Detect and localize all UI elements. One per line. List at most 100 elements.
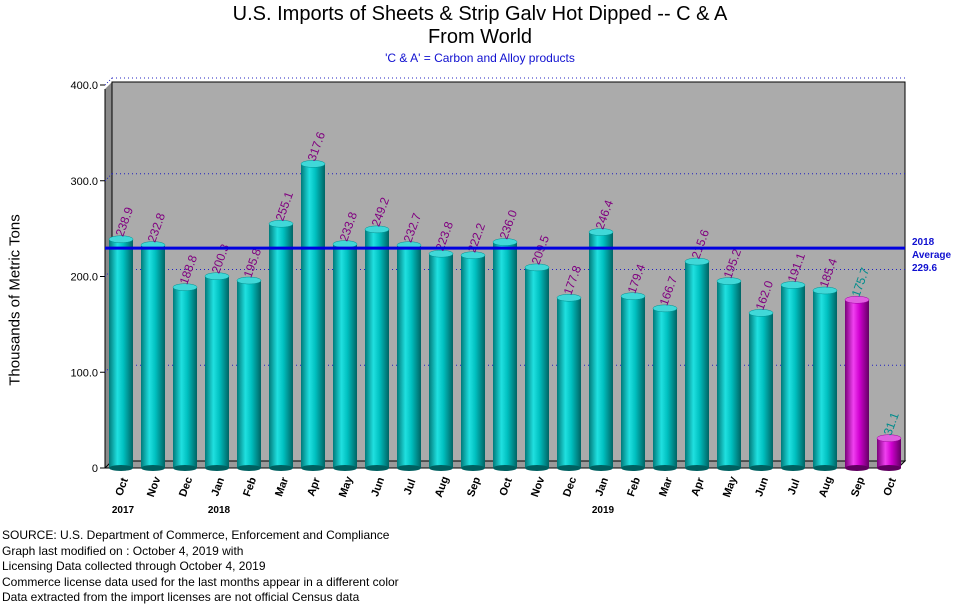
- x-tick-label: Jun: [753, 475, 771, 498]
- bar-body: [461, 255, 485, 468]
- bar-top: [684, 257, 710, 266]
- x-tick-label: Oct: [881, 476, 899, 498]
- bar-base: [269, 465, 293, 471]
- bar-body: [685, 261, 709, 468]
- bar-base: [301, 465, 325, 471]
- bar-base: [365, 465, 389, 471]
- x-tick-label: Sep: [849, 475, 867, 498]
- bar-top: [556, 294, 582, 302]
- bar-base: [589, 465, 613, 471]
- bar-body: [141, 245, 165, 468]
- footer-licensing-date: Licensing Data collected through October…: [2, 559, 266, 573]
- bar-top: [460, 251, 486, 259]
- bar-base: [237, 465, 261, 471]
- bar-top: [236, 276, 262, 285]
- bar-base: [653, 465, 677, 471]
- bar-top: [428, 249, 454, 258]
- x-tick-label: Jul: [786, 477, 803, 496]
- x-tick-label: Mar: [273, 475, 291, 498]
- x-year-label: 2019: [592, 505, 615, 516]
- x-tick-label: Jun: [369, 475, 387, 498]
- bar-body: [749, 312, 773, 468]
- bar: [812, 286, 838, 471]
- bar-body: [205, 276, 229, 468]
- bar-base: [141, 465, 165, 471]
- bar: [236, 276, 262, 471]
- x-tick-label: Nov: [529, 474, 548, 498]
- bar-top: [300, 160, 326, 168]
- bar-body: [269, 223, 293, 468]
- x-tick-label: Nov: [145, 474, 164, 498]
- bar-body: [621, 296, 645, 468]
- bar-body: [589, 232, 613, 468]
- bar-body: [781, 285, 805, 468]
- bar-base: [461, 465, 485, 471]
- bar-body: [397, 245, 421, 468]
- bar-base: [525, 465, 549, 471]
- bar: [396, 241, 422, 471]
- bar-body: [717, 281, 741, 468]
- bar-base: [173, 465, 197, 471]
- footer-disclaimer: Data extracted from the import licenses …: [2, 590, 360, 604]
- bar-top: [588, 228, 614, 236]
- x-tick-label: Aug: [433, 475, 452, 499]
- source-footer: SOURCE: U.S. Department of Commerce, Enf…: [2, 528, 399, 606]
- y-tick-label: 400.0: [70, 80, 98, 92]
- bar: [844, 296, 870, 471]
- average-value: 229.6: [912, 263, 938, 274]
- x-tick-label: Sep: [465, 475, 483, 498]
- bar: [172, 283, 198, 471]
- bar: [524, 263, 550, 471]
- bar-top: [204, 272, 230, 280]
- x-tick-label: Jul: [402, 477, 419, 496]
- x-year-label: 2018: [208, 505, 231, 516]
- x-tick-label: May: [721, 474, 740, 499]
- x-tick-label: Oct: [497, 476, 515, 498]
- bar-base: [845, 465, 869, 471]
- bar-body: [525, 267, 549, 468]
- bar-body: [429, 253, 453, 468]
- bar-base: [493, 465, 517, 471]
- bar: [364, 225, 390, 471]
- bar-top: [844, 296, 870, 304]
- bar-top: [524, 263, 550, 272]
- bar-base: [621, 465, 645, 471]
- y-tick-label: 200.0: [70, 272, 98, 284]
- bar: [300, 160, 326, 471]
- chart-title: U.S. Imports of Sheets & Strip Galv Hot …: [232, 3, 728, 25]
- bar-base: [781, 465, 805, 471]
- bar-base: [397, 465, 421, 471]
- x-tick-label: Apr: [689, 475, 707, 498]
- average-year: 2018: [912, 237, 935, 248]
- bar-body: [877, 438, 901, 468]
- bar: [556, 294, 582, 471]
- bar-body: [301, 163, 325, 468]
- bar-body: [365, 229, 389, 468]
- bar-body: [237, 280, 261, 468]
- bar: [108, 235, 134, 471]
- y-tick-label: 0: [92, 463, 98, 475]
- y-tick-label: 300.0: [70, 176, 98, 188]
- bar: [684, 257, 710, 471]
- x-tick-label: Dec: [177, 475, 195, 498]
- footer-modified: Graph last modified on : October 4, 2019…: [2, 543, 244, 558]
- bar-body: [653, 308, 677, 468]
- bar: [428, 249, 454, 471]
- bar-base: [749, 465, 773, 471]
- x-tick-label: Jan: [209, 476, 227, 498]
- bar: [492, 238, 518, 471]
- footer-color-note: Commerce license data used for the last …: [2, 574, 399, 589]
- bar: [140, 241, 166, 471]
- x-year-label: 2017: [112, 505, 135, 516]
- bar: [332, 240, 358, 471]
- bar: [876, 434, 902, 471]
- bar-body: [173, 287, 197, 468]
- bar-top: [876, 434, 902, 442]
- bar-base: [333, 465, 357, 471]
- bar-base: [813, 465, 837, 471]
- bar-base: [205, 465, 229, 471]
- bar-base: [877, 465, 901, 471]
- bar: [620, 292, 646, 471]
- bar: [588, 228, 614, 471]
